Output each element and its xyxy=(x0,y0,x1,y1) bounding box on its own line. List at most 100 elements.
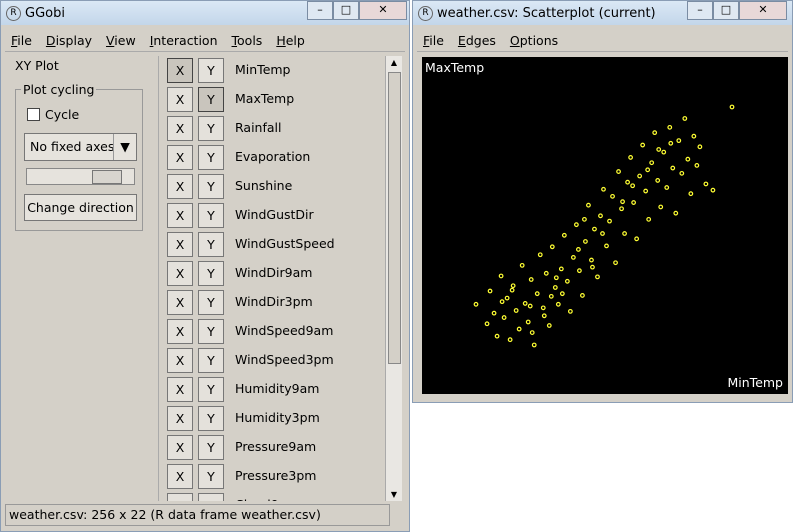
y-button[interactable]: Y xyxy=(198,406,224,431)
scatterplot[interactable]: MaxTemp MinTemp xyxy=(422,57,788,394)
point xyxy=(729,104,735,110)
close[interactable]: ✕ xyxy=(739,1,787,20)
y-button[interactable]: Y xyxy=(198,377,224,402)
x-button[interactable]: X xyxy=(167,116,193,141)
point xyxy=(625,179,630,185)
x-button[interactable]: X xyxy=(167,464,193,489)
point xyxy=(513,308,519,313)
x-button[interactable]: X xyxy=(167,58,193,83)
point xyxy=(582,216,587,222)
x-button[interactable]: X xyxy=(167,203,193,228)
x-button[interactable]: X xyxy=(167,261,193,286)
point xyxy=(645,167,651,173)
point xyxy=(541,313,547,319)
x-button[interactable]: X xyxy=(167,348,193,373)
variable-name: MinTemp xyxy=(235,62,291,77)
title-bar: R GGobi – □ ✕ xyxy=(1,1,409,25)
y-button[interactable]: Y xyxy=(198,232,224,257)
menu-item[interactable]: File xyxy=(11,32,32,48)
x-label: MinTemp xyxy=(728,375,784,390)
scrollbar[interactable]: ▲ ▼ xyxy=(385,56,402,501)
point xyxy=(529,330,535,336)
x-button[interactable]: X xyxy=(167,232,193,257)
x-button[interactable]: X xyxy=(167,174,193,199)
point xyxy=(553,275,559,281)
variable-name: WindDir9am xyxy=(235,265,313,280)
y-button[interactable]: Y xyxy=(198,464,224,489)
x-button[interactable]: X xyxy=(167,377,193,402)
close[interactable]: ✕ xyxy=(359,1,407,20)
menu-item[interactable]: Tools xyxy=(231,32,263,48)
y-button[interactable]: Y xyxy=(198,261,224,286)
x-button[interactable]: X xyxy=(167,290,193,315)
point xyxy=(640,142,646,148)
y-button[interactable]: Y xyxy=(198,145,224,170)
menu-item[interactable]: Edges xyxy=(457,32,496,48)
point xyxy=(691,133,697,139)
point xyxy=(656,147,662,152)
variable-row: X Y WindGustSpeed xyxy=(167,230,385,259)
menu-bar: File Edges Options xyxy=(417,29,788,52)
point xyxy=(543,270,549,276)
menu-item[interactable]: Help xyxy=(276,32,305,48)
x-button[interactable]: X xyxy=(167,319,193,344)
point xyxy=(652,130,658,136)
menu-item[interactable]: Options xyxy=(509,32,559,48)
point xyxy=(537,252,543,258)
point xyxy=(598,213,603,219)
window-title: GGobi xyxy=(25,5,65,21)
menu-item[interactable]: View xyxy=(106,32,136,48)
point xyxy=(688,191,694,197)
x-button[interactable]: X xyxy=(167,145,193,170)
y-button[interactable]: Y xyxy=(198,174,224,199)
variable-name: Humidity3pm xyxy=(235,410,320,425)
minimize[interactable]: – xyxy=(307,1,333,20)
maximize[interactable]: □ xyxy=(333,1,359,20)
point xyxy=(555,301,561,307)
dropdown-label: No fixed axes xyxy=(30,139,115,154)
x-button[interactable]: X xyxy=(167,493,193,501)
point xyxy=(630,183,636,189)
y-button[interactable]: Y xyxy=(198,87,224,112)
menu-item[interactable]: Interaction xyxy=(149,32,218,48)
point xyxy=(499,299,505,305)
y-button[interactable]: Y xyxy=(198,348,224,373)
y-button[interactable]: Y xyxy=(198,58,224,83)
point xyxy=(600,231,605,236)
y-button[interactable]: Y xyxy=(198,116,224,141)
x-button[interactable]: X xyxy=(167,435,193,460)
checkbox-label[interactable]: Cycle xyxy=(45,107,80,122)
x-button[interactable]: X xyxy=(167,87,193,112)
point xyxy=(522,301,528,306)
point xyxy=(507,337,513,343)
y-button[interactable]: Y xyxy=(198,435,224,460)
checkbox[interactable] xyxy=(27,108,40,121)
variable-name: WindSpeed9am xyxy=(235,323,334,338)
dropdown[interactable]: No fixed axes ▼ xyxy=(24,133,137,161)
minimize[interactable]: – xyxy=(687,1,713,20)
slider[interactable] xyxy=(26,168,135,185)
x-button[interactable]: X xyxy=(167,406,193,431)
point xyxy=(552,285,558,290)
maximize[interactable]: □ xyxy=(713,1,739,20)
menu-item[interactable]: Display xyxy=(45,32,93,48)
variable-row: X Y MinTemp xyxy=(167,56,385,85)
menu-item[interactable]: File xyxy=(423,32,444,48)
point xyxy=(570,255,576,260)
variable-name: Rainfall xyxy=(235,120,282,135)
point xyxy=(622,231,627,236)
point xyxy=(619,206,624,212)
point xyxy=(548,293,554,299)
ggobi-window: R GGobi – □ ✕ File Display View Interaction T… xyxy=(0,0,410,532)
point xyxy=(561,232,567,238)
point xyxy=(589,257,594,263)
point xyxy=(531,342,537,348)
y-button[interactable]: Y xyxy=(198,493,224,501)
point xyxy=(631,200,637,205)
point xyxy=(655,178,661,183)
y-button[interactable]: Y xyxy=(198,203,224,228)
y-button[interactable]: Y xyxy=(198,290,224,315)
y-button[interactable]: Y xyxy=(198,319,224,344)
change-direction[interactable]: Change direction xyxy=(24,194,137,221)
